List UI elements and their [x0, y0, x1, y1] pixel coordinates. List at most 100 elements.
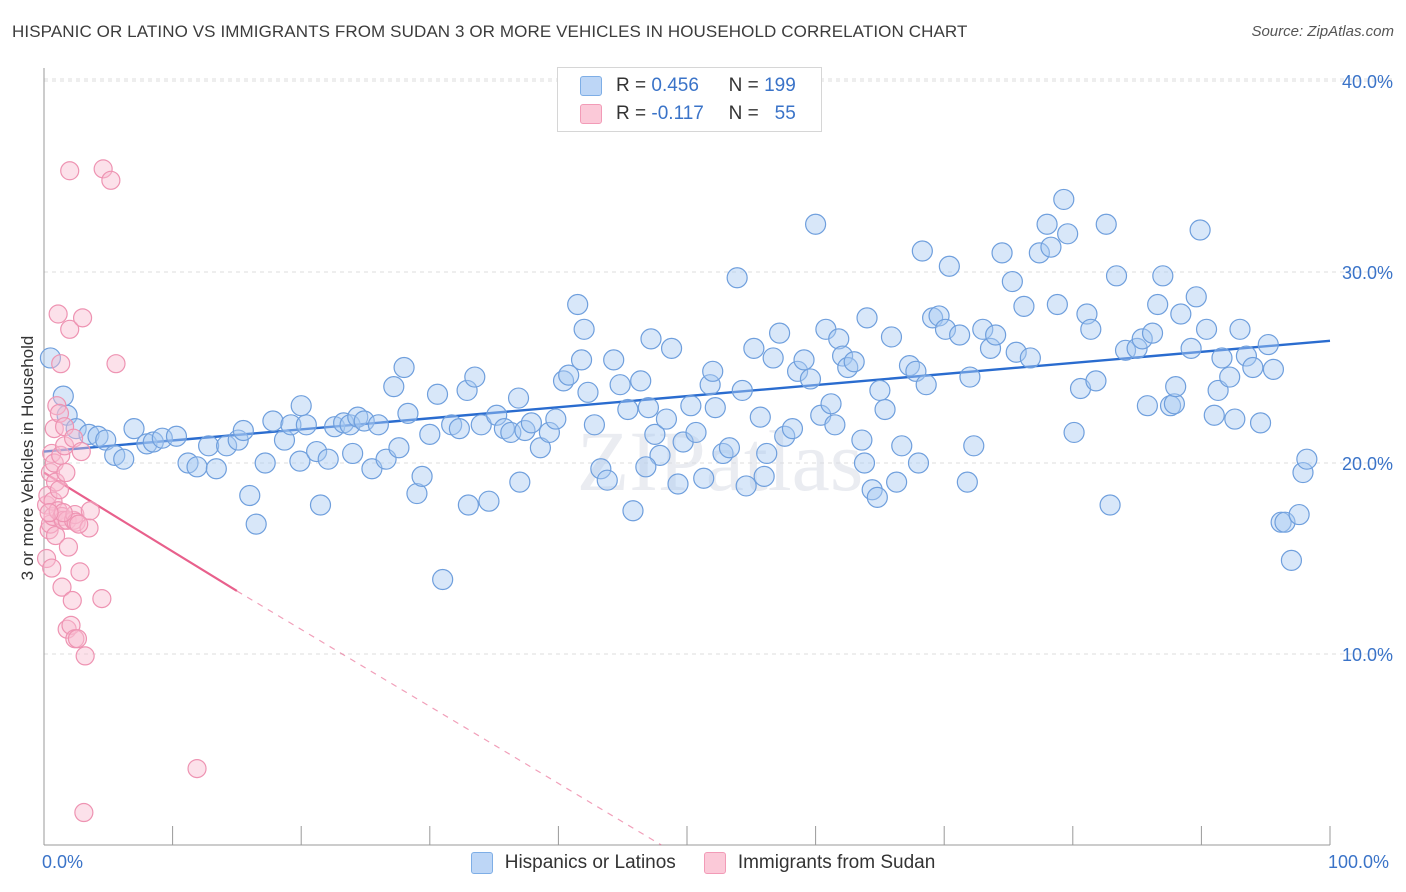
series-hispanics-points — [39, 188, 1318, 591]
hispanics-point-153 — [1126, 337, 1148, 359]
n-label: N = — [728, 103, 759, 124]
sudan-point-30 — [60, 161, 80, 181]
source-label: Source: ZipAtlas.com — [1251, 23, 1394, 40]
hispanics-point-158 — [1152, 265, 1174, 287]
hispanics-point-107 — [828, 328, 850, 350]
sudan-point-14 — [47, 396, 67, 416]
y-tick-label-30: 30.0% — [1342, 263, 1393, 283]
hispanics-point-196 — [290, 395, 312, 417]
legend-swatch-sudan — [703, 852, 726, 874]
hispanics-point-172 — [1242, 356, 1264, 379]
hispanics-point-13 — [165, 425, 188, 447]
sudan-point-27 — [57, 619, 77, 639]
hispanics-point-166 — [1207, 379, 1229, 402]
hispanics-point-124 — [928, 305, 950, 327]
hispanics-point-192 — [702, 360, 724, 382]
hispanics-point-20 — [232, 419, 254, 442]
hispanics-point-8 — [113, 448, 135, 470]
legend-row-hispanics: R = 0.456 N = 199 — [580, 73, 796, 99]
hispanics-point-0 — [39, 347, 62, 369]
hispanics-point-92 — [735, 475, 757, 497]
hispanics-point-51 — [464, 366, 486, 388]
hispanics-point-98 — [774, 425, 796, 447]
hispanics-point-186 — [457, 494, 479, 516]
hispanics-point-109 — [837, 356, 859, 379]
hispanics-point-27 — [289, 450, 311, 472]
hispanics-point-23 — [254, 452, 276, 474]
r-value-hispanics: 0.456 — [651, 75, 699, 96]
hispanics-point-95 — [756, 442, 778, 465]
hispanics-point-119 — [898, 354, 921, 377]
sudan-point-41 — [71, 441, 91, 462]
sudan-point-4 — [40, 462, 61, 483]
hispanics-point-26 — [280, 414, 302, 436]
hispanics-point-195 — [853, 452, 876, 474]
legend-swatch-blue — [580, 76, 602, 96]
sudan-point-33 — [62, 590, 82, 611]
r-label: R = — [616, 103, 647, 124]
hispanics-point-174 — [1257, 333, 1279, 356]
hispanics-point-45 — [419, 423, 441, 445]
hispanics-point-102 — [799, 368, 822, 390]
legend-swatch-pink — [580, 104, 602, 124]
hispanics-point-40 — [383, 376, 405, 398]
sudan-point-16 — [48, 304, 68, 324]
x-tick-label-max: 100.0% — [1328, 852, 1390, 872]
hispanics-point-157 — [1147, 293, 1169, 316]
hispanics-point-136 — [1013, 295, 1035, 317]
hispanics-point-131 — [979, 337, 1002, 359]
hispanics-point-106 — [820, 393, 842, 415]
hispanics-point-165 — [1195, 318, 1218, 340]
hispanics-point-164 — [1189, 219, 1211, 241]
hispanics-point-111 — [851, 429, 873, 451]
y-tick-label-10: 10.0% — [1342, 645, 1393, 665]
n-label: N = — [728, 75, 759, 96]
hispanics-point-83 — [680, 395, 702, 417]
hispanics-point-110 — [843, 351, 865, 373]
hispanics-point-49 — [448, 418, 470, 440]
hispanics-point-85 — [693, 467, 715, 489]
hispanics-point-130 — [972, 318, 994, 340]
hispanics-point-189 — [824, 414, 846, 436]
hispanics-point-89 — [718, 437, 741, 459]
legend-label-hispanics: Hispanics or Latinos — [504, 852, 676, 873]
hispanics-point-150 — [1099, 494, 1121, 516]
trend-line-sudan — [43, 471, 238, 592]
hispanics-point-74 — [622, 500, 644, 522]
hispanics-point-142 — [1053, 188, 1075, 211]
legend-item-hispanics: Hispanics or Latinos — [470, 852, 676, 874]
hispanics-point-9 — [123, 418, 145, 440]
series-sudan-points — [36, 159, 207, 823]
hispanics-point-80 — [660, 337, 683, 359]
hispanics-point-61 — [538, 421, 560, 444]
hispanics-point-181 — [1296, 448, 1318, 470]
hispanics-point-24 — [262, 410, 284, 432]
hispanics-point-114 — [866, 486, 888, 508]
hispanics-point-162 — [1180, 337, 1202, 359]
hispanics-point-118 — [891, 435, 913, 457]
hispanics-point-141 — [1046, 293, 1068, 316]
watermark: ZIPatlas — [577, 413, 864, 509]
hispanics-point-144 — [1063, 421, 1085, 444]
sudan-point-47 — [93, 159, 113, 179]
hispanics-point-22 — [245, 513, 267, 535]
hispanics-point-194 — [1203, 404, 1225, 426]
hispanics-point-88 — [712, 442, 734, 465]
hispanics-point-52 — [470, 414, 492, 436]
sudan-point-39 — [67, 629, 88, 649]
y-tick-label-40: 40.0% — [1342, 72, 1393, 92]
hispanics-point-4 — [78, 423, 100, 445]
hispanics-point-64 — [558, 364, 580, 386]
sudan-point-0 — [36, 548, 57, 569]
hispanics-point-68 — [583, 414, 606, 436]
hispanics-point-101 — [793, 349, 815, 371]
n-value-sudan: 55 — [774, 103, 796, 124]
sudan-point-40 — [70, 562, 90, 582]
hispanics-point-187 — [635, 456, 657, 478]
sudan-point-6 — [42, 558, 62, 578]
hispanics-point-75 — [630, 370, 652, 392]
hispanics-point-147 — [1080, 318, 1102, 340]
hispanics-point-154 — [1131, 328, 1153, 350]
hispanics-point-78 — [649, 444, 671, 466]
hispanics-point-57 — [507, 387, 530, 409]
